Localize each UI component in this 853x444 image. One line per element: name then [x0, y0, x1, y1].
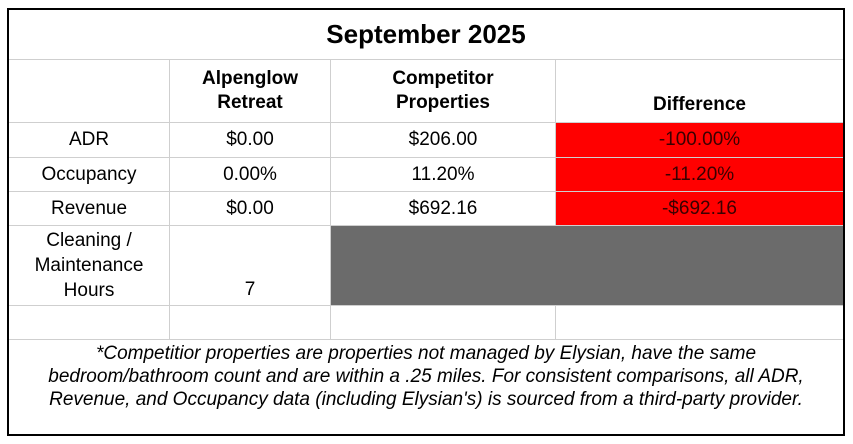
competitor-value: 11.20% — [331, 158, 556, 192]
table-title: September 2025 — [9, 10, 843, 60]
alpenglow-value: $0.00 — [170, 192, 331, 226]
empty-cell — [170, 306, 331, 340]
alpenglow-value: $0.00 — [170, 123, 331, 158]
footnote: *Competitior properties are properties n… — [48, 343, 804, 410]
table-row-adr: ADR $0.00 $206.00 -100.00% — [9, 123, 843, 158]
blank-gray-cell — [331, 226, 843, 306]
competitor-value: $206.00 — [331, 123, 556, 158]
competitor-value: $692.16 — [331, 192, 556, 226]
row-label: ADR — [9, 123, 170, 158]
table-row-occupancy: Occupancy 0.00% 11.20% -11.20% — [9, 158, 843, 192]
difference-value: -$692.16 — [556, 192, 843, 226]
header-difference: Difference — [556, 60, 843, 123]
table-row-revenue: Revenue $0.00 $692.16 -$692.16 — [9, 192, 843, 226]
cleaning-hours-value: 7 — [170, 226, 331, 306]
header-row: Alpenglow Retreat Competitor Properties … — [9, 60, 843, 123]
header-competitor: Competitor Properties — [331, 60, 556, 123]
table-row-empty — [9, 306, 843, 340]
comparison-table: September 2025 Alpenglow Retreat Competi… — [7, 8, 845, 436]
alpenglow-value: 0.00% — [170, 158, 331, 192]
row-label: Cleaning / Maintenance Hours — [9, 226, 170, 306]
difference-value: -11.20% — [556, 158, 843, 192]
row-label: Revenue — [9, 192, 170, 226]
empty-cell — [9, 306, 170, 340]
empty-cell — [331, 306, 556, 340]
row-label: Occupancy — [9, 158, 170, 192]
difference-value: -100.00% — [556, 123, 843, 158]
table-row-cleaning: Cleaning / Maintenance Hours 7 — [9, 226, 843, 306]
header-blank-cell — [9, 60, 170, 123]
header-alpenglow: Alpenglow Retreat — [170, 60, 331, 123]
empty-cell — [556, 306, 843, 340]
